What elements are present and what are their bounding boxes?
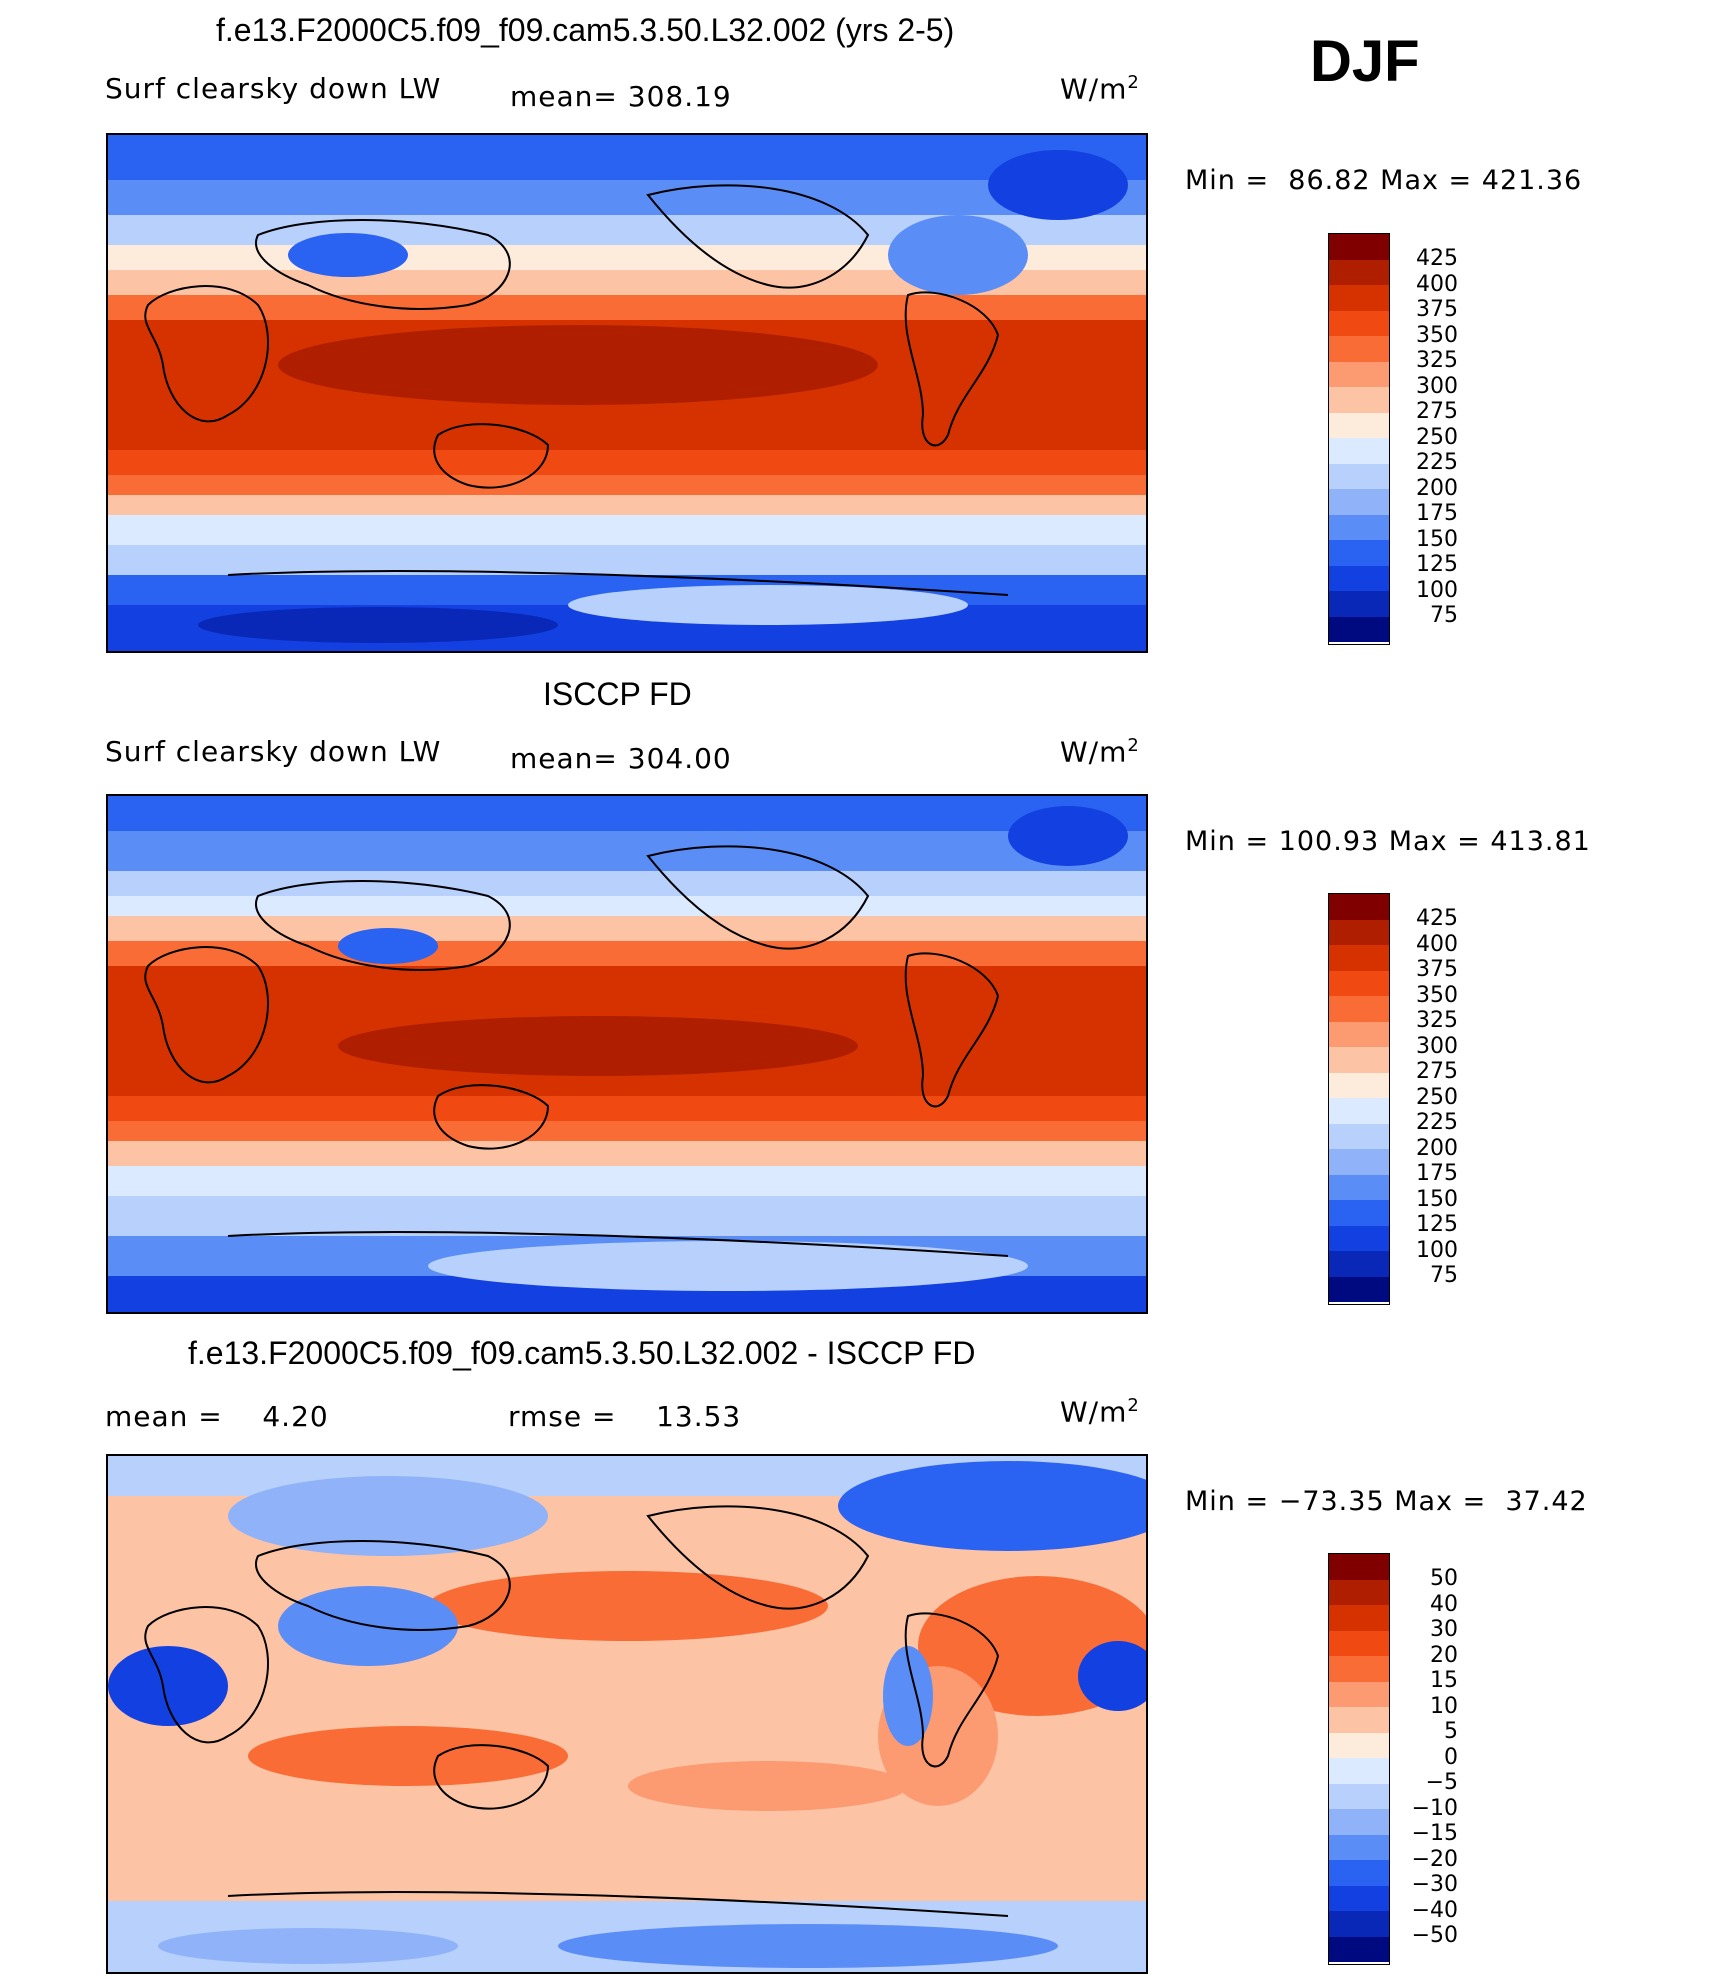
cb-label: 275 bbox=[1416, 1059, 1458, 1084]
cb-label: −15 bbox=[1411, 1821, 1458, 1846]
panel1-mean: mean= 308.19 bbox=[510, 80, 732, 113]
cb-label: 125 bbox=[1416, 552, 1458, 577]
panel1-units: W/m2 bbox=[1060, 72, 1140, 106]
cb-label: −20 bbox=[1411, 1846, 1458, 1872]
cb-label: −10 bbox=[1411, 1795, 1458, 1821]
panel1-map bbox=[106, 133, 1148, 653]
panel1-colorbar-labels: 425 400 375 350 325 300 275 250 225 200 … bbox=[1398, 246, 1458, 629]
cb-label: 275 bbox=[1416, 399, 1458, 424]
panel1-colorbar bbox=[1328, 233, 1390, 645]
cb-label: 150 bbox=[1416, 1186, 1458, 1212]
panel3-colorbar-labels: 50 40 30 20 15 10 5 0 −5 −10 −15 −20 −30… bbox=[1398, 1566, 1458, 1949]
cb-label: 100 bbox=[1416, 1237, 1458, 1263]
panel2-mean: mean= 304.00 bbox=[510, 742, 732, 775]
cb-label: −40 bbox=[1411, 1897, 1458, 1923]
cb-label: 375 bbox=[1416, 957, 1458, 982]
cb-label: 100 bbox=[1416, 577, 1458, 603]
cb-label: 30 bbox=[1430, 1617, 1458, 1642]
cb-label: 175 bbox=[1416, 1161, 1458, 1186]
cb-label: 20 bbox=[1430, 1642, 1458, 1668]
cb-label: 400 bbox=[1416, 931, 1458, 957]
cb-label: 200 bbox=[1416, 1135, 1458, 1161]
cb-label: 5 bbox=[1444, 1719, 1458, 1744]
cb-label: 300 bbox=[1416, 1033, 1458, 1059]
cb-label: 400 bbox=[1416, 271, 1458, 297]
panel2-colorbar-labels: 425 400 375 350 325 300 275 250 225 200 … bbox=[1398, 906, 1458, 1289]
cb-label: −50 bbox=[1411, 1923, 1458, 1948]
panel2-variable: Surf clearsky down LW bbox=[105, 735, 442, 768]
cb-label: 75 bbox=[1430, 603, 1458, 628]
panel2-title: ISCCP FD bbox=[543, 676, 692, 712]
panel2-units: W/m2 bbox=[1060, 735, 1140, 769]
panel2-map bbox=[106, 794, 1148, 1314]
panel2-minmax: Min = 100.93 Max = 413.81 bbox=[1185, 826, 1591, 857]
panel1-map-svg bbox=[108, 135, 1146, 651]
panel3-colorbar bbox=[1328, 1553, 1390, 1965]
cb-label: 15 bbox=[1430, 1668, 1458, 1693]
panel2-map-svg bbox=[108, 796, 1146, 1312]
panel3-minmax: Min = −73.35 Max = 37.42 bbox=[1185, 1486, 1588, 1517]
cb-label: 375 bbox=[1416, 297, 1458, 322]
cb-label: 175 bbox=[1416, 501, 1458, 526]
panel3-mean: mean = 4.20 bbox=[105, 1400, 329, 1433]
cb-label: 425 bbox=[1416, 906, 1458, 931]
panel2-colorbar bbox=[1328, 893, 1390, 1305]
cb-label: 350 bbox=[1416, 322, 1458, 348]
panel3-units: W/m2 bbox=[1060, 1395, 1140, 1429]
panel1-minmax: Min = 86.82 Max = 421.36 bbox=[1185, 165, 1583, 196]
cb-label: 325 bbox=[1416, 1008, 1458, 1033]
season-label: DJF bbox=[1310, 29, 1420, 94]
cb-label: 200 bbox=[1416, 475, 1458, 501]
cb-label: 225 bbox=[1416, 1110, 1458, 1135]
cb-label: 325 bbox=[1416, 348, 1458, 373]
cb-label: 40 bbox=[1430, 1591, 1458, 1617]
panel1-variable: Surf clearsky down LW bbox=[105, 72, 442, 105]
panel3-title: f.e13.F2000C5.f09_f09.cam5.3.50.L32.002 … bbox=[188, 1335, 976, 1371]
cb-label: 10 bbox=[1430, 1693, 1458, 1719]
cb-label: 425 bbox=[1416, 246, 1458, 271]
panel3-map bbox=[106, 1454, 1148, 1974]
panel1-title: f.e13.F2000C5.f09_f09.cam5.3.50.L32.002 … bbox=[216, 12, 955, 48]
cb-label: 225 bbox=[1416, 450, 1458, 475]
cb-label: 250 bbox=[1416, 1084, 1458, 1110]
cb-label: 0 bbox=[1444, 1744, 1458, 1770]
panel3-map-svg bbox=[108, 1456, 1146, 1972]
cb-label: −5 bbox=[1425, 1770, 1458, 1795]
panel3-rmse: rmse = 13.53 bbox=[508, 1400, 742, 1433]
cb-label: 125 bbox=[1416, 1212, 1458, 1237]
cb-label: 50 bbox=[1430, 1566, 1458, 1591]
cb-label: 300 bbox=[1416, 373, 1458, 399]
cb-label: −30 bbox=[1411, 1872, 1458, 1897]
cb-label: 250 bbox=[1416, 424, 1458, 450]
cb-label: 150 bbox=[1416, 526, 1458, 552]
cb-label: 350 bbox=[1416, 982, 1458, 1008]
cb-label: 75 bbox=[1430, 1263, 1458, 1288]
